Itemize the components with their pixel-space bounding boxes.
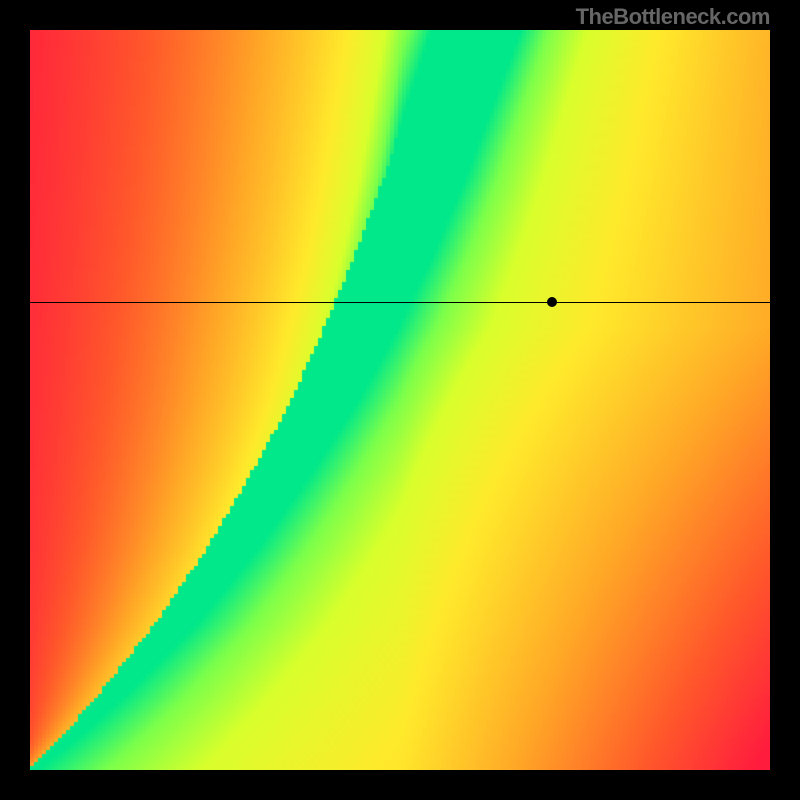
watermark-text: TheBottleneck.com — [576, 4, 770, 30]
selection-marker — [547, 297, 557, 307]
heatmap-canvas — [30, 30, 770, 770]
crosshair-vertical — [552, 770, 553, 800]
crosshair-horizontal — [30, 302, 770, 303]
bottleneck-heatmap — [30, 30, 770, 770]
